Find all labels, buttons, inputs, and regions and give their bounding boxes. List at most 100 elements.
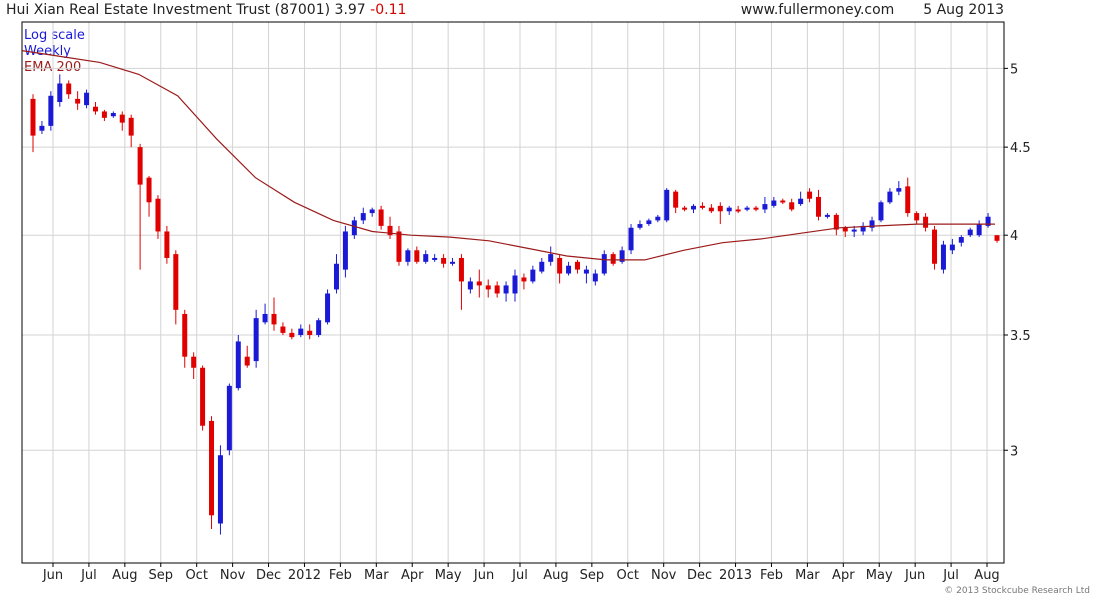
candle-body: [994, 235, 1000, 241]
candle-body: [48, 95, 54, 126]
candle-body: [628, 227, 634, 251]
candle-body: [896, 188, 902, 192]
y-tick-label: 4.5: [1010, 141, 1031, 156]
candle-body: [673, 191, 679, 208]
x-tick-label: Jul: [942, 568, 959, 583]
chart-title: Hui Xian Real Estate Investment Trust (8…: [6, 2, 406, 18]
candle-body: [807, 191, 813, 199]
candle-body: [780, 200, 786, 203]
candle-body: [985, 216, 991, 226]
candle-body: [387, 225, 393, 236]
candle-body: [833, 214, 839, 230]
x-tick-label: Dec: [256, 568, 281, 583]
candle-body: [485, 285, 491, 290]
candle-body: [253, 318, 259, 362]
candle-body: [333, 263, 339, 290]
candle-body: [574, 261, 580, 270]
candle-body: [75, 98, 81, 104]
x-tick-label: Sep: [149, 568, 174, 583]
candle-body: [923, 216, 929, 228]
x-tick-label: May: [435, 568, 462, 583]
ema-200-line: [21, 50, 995, 261]
candle-body: [66, 83, 72, 95]
x-tick-label: Mar: [364, 568, 389, 583]
candle-body: [583, 269, 589, 274]
candle-body: [601, 254, 607, 274]
x-tick-label: Apr: [401, 568, 424, 583]
candle-body: [137, 147, 143, 185]
candle-body: [155, 198, 161, 232]
candle-body: [905, 186, 911, 214]
candle-body: [351, 220, 357, 236]
candle-body: [119, 114, 125, 123]
candle-body: [110, 113, 116, 117]
candle-body: [512, 275, 518, 294]
x-tick-label: Oct: [617, 568, 639, 583]
candle-body: [476, 281, 482, 286]
x-tick-label: Feb: [760, 568, 783, 583]
candle-body: [691, 205, 697, 210]
candle-body: [717, 205, 723, 212]
x-tick-label: Jul: [80, 568, 97, 583]
candle-body: [762, 204, 768, 210]
x-tick-label: Oct: [185, 568, 207, 583]
candle-body: [637, 224, 643, 228]
candle-body: [878, 202, 884, 221]
candle-body: [226, 385, 232, 451]
candle-body: [441, 257, 447, 264]
candle-body: [851, 229, 857, 232]
candle-body: [646, 220, 652, 225]
candle-body: [458, 257, 464, 282]
candle-body: [396, 231, 402, 262]
x-tick-label: Apr: [832, 568, 855, 583]
x-tick-label: Jun: [904, 568, 925, 583]
x-tick-label: Feb: [329, 568, 352, 583]
x-tick-label: Aug: [543, 568, 568, 583]
candle-body: [39, 125, 45, 131]
candle-body: [325, 293, 331, 323]
candle-body: [860, 225, 866, 232]
candle-body: [342, 231, 348, 270]
source-link[interactable]: www.fullermoney.com: [740, 2, 895, 18]
x-tick-label: 2013: [719, 568, 752, 583]
x-tick-label: 2012: [288, 568, 321, 583]
candle-body: [405, 250, 411, 262]
candle-body: [958, 237, 964, 243]
candle-body: [307, 330, 313, 336]
plot-frame: [21, 21, 1005, 564]
candle-body: [610, 254, 616, 264]
last-price: 3.97: [334, 2, 366, 18]
candle-body: [869, 220, 875, 228]
candle-body: [414, 250, 420, 262]
candle-body: [262, 313, 268, 323]
candle-body: [842, 227, 848, 232]
candle-body: [217, 455, 223, 524]
candle-body: [940, 244, 946, 270]
x-tick-label: Nov: [651, 568, 677, 583]
candle-body: [84, 92, 90, 106]
candle-body: [200, 367, 206, 426]
candle-body: [92, 106, 98, 112]
candle-body: [566, 265, 572, 274]
candle-body: [753, 207, 759, 210]
x-tick-label: May: [866, 568, 893, 583]
candle-body: [548, 254, 554, 262]
x-tick-label: Jun: [42, 568, 63, 583]
candle-body: [146, 177, 152, 203]
candle-body: [539, 261, 545, 272]
y-tick-label: 4: [1010, 229, 1018, 244]
candle-body: [744, 207, 750, 210]
candle-body: [101, 111, 107, 118]
candle-body: [976, 224, 982, 236]
candle-body: [289, 332, 295, 338]
candle-body: [191, 356, 197, 368]
candle-body: [432, 257, 438, 260]
candle-body: [450, 261, 456, 264]
candle-body: [557, 257, 563, 274]
candle-body: [735, 209, 741, 212]
y-tick-label: 3.5: [1010, 329, 1031, 344]
candle-body: [887, 191, 893, 203]
candle-body: [164, 231, 170, 258]
candle-body: [664, 189, 670, 221]
candle-body: [57, 83, 63, 103]
